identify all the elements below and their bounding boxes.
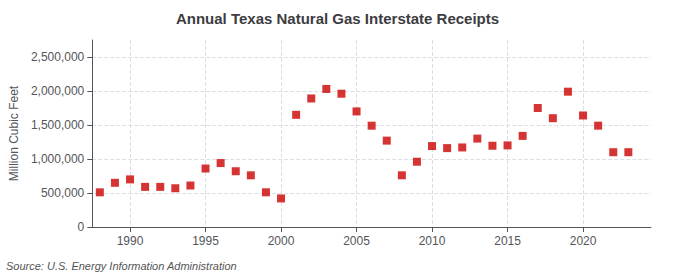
svg-text:2015: 2015: [494, 234, 521, 248]
svg-text:2020: 2020: [570, 234, 597, 248]
svg-text:Million Cubic Feet: Million Cubic Feet: [7, 85, 21, 181]
svg-text:Annual Texas Natural Gas Inter: Annual Texas Natural Gas Interstate Rece…: [176, 10, 499, 27]
svg-text:2,000,000: 2,000,000: [31, 84, 85, 98]
svg-text:0: 0: [78, 220, 85, 234]
svg-text:1995: 1995: [192, 234, 219, 248]
svg-text:2010: 2010: [419, 234, 446, 248]
svg-text:2005: 2005: [343, 234, 370, 248]
svg-text:500,000: 500,000: [41, 186, 85, 200]
svg-text:Source: U.S. Energy Informatio: Source: U.S. Energy Information Administ…: [6, 260, 237, 272]
svg-text:2000: 2000: [268, 234, 295, 248]
svg-text:2,500,000: 2,500,000: [31, 50, 85, 64]
svg-text:1,500,000: 1,500,000: [31, 118, 85, 132]
svg-text:1,000,000: 1,000,000: [31, 152, 85, 166]
svg-text:1990: 1990: [117, 234, 144, 248]
